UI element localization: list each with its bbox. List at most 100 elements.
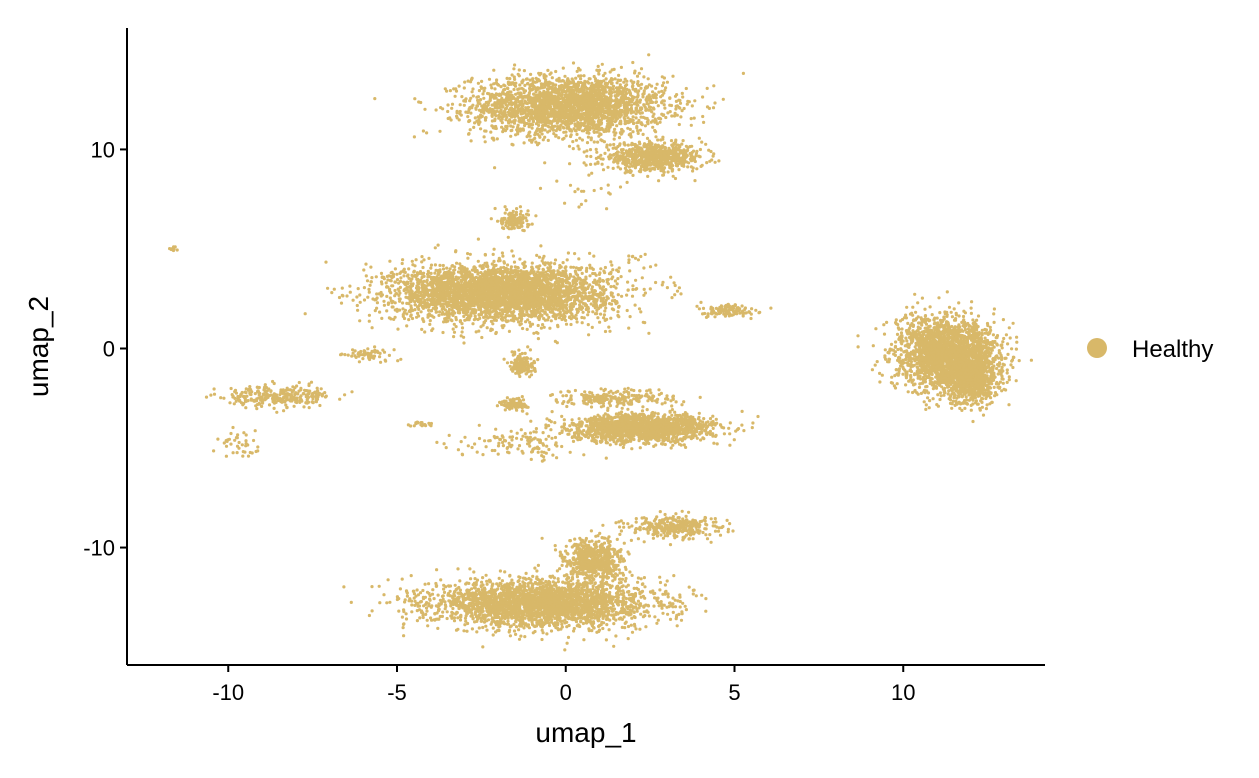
scatter-point [681,139,685,143]
scatter-point [513,115,517,119]
scatter-point [704,142,708,146]
scatter-point [538,90,542,94]
scatter-point [513,63,517,67]
scatter-point [543,81,547,85]
scatter-point [582,74,586,78]
scatter-point [367,319,371,323]
scatter-point [537,98,541,102]
scatter-point [431,327,435,331]
scatter-point [542,89,546,93]
scatter-point [548,326,552,330]
scatter-point [512,67,516,71]
scatter-point [504,113,508,117]
scatter-point [580,129,584,133]
scatter-point [620,157,625,161]
scatter-point [576,84,581,88]
scatter-point [547,80,551,84]
scatter-point [543,263,547,267]
scatter-point [603,265,608,270]
scatter-point [463,98,467,102]
scatter-point [628,170,633,175]
scatter-point [656,104,660,108]
scatter-point [603,96,607,100]
scatter-point [611,87,615,91]
scatter-point [524,101,528,105]
scatter-point [530,126,534,130]
scatter-point [529,72,533,76]
scatter-point [613,146,617,150]
scatter-point [636,129,640,133]
scatter-point [449,118,453,122]
scatter-point [550,107,554,111]
scatter-point [612,130,616,134]
scatter-point [455,116,459,120]
scatter-point [476,95,480,99]
scatter-point [473,116,477,120]
scatter-point [576,144,580,148]
scatter-point [665,80,670,84]
scatter-point [621,129,625,133]
scatter-point [437,313,441,317]
scatter-point [493,126,497,130]
scatter-point [537,95,541,99]
scatter-point [541,113,545,117]
scatter-point [545,101,549,105]
scatter-point [541,123,545,128]
scatter-point [506,86,510,91]
scatter-point [673,155,677,159]
scatter-point [616,277,620,281]
scatter-point [573,110,577,114]
scatter-point [537,123,541,127]
scatter-point [700,140,704,144]
scatter-point [528,95,532,99]
scatter-point [705,105,710,109]
scatter-point [602,313,607,317]
scatter-point [622,80,626,84]
scatter-point [582,116,586,120]
scatter-point [689,123,693,127]
scatter-point [609,285,613,289]
scatter-point [539,326,544,330]
scatter-point [495,78,499,82]
scatter-point [592,74,596,79]
scatter-point [490,114,494,118]
scatter-point [640,152,644,156]
scatter-point [631,115,635,119]
scatter-point [497,100,501,104]
scatter-point [580,138,585,142]
scatter-point [370,276,374,280]
scatter-point [495,137,499,141]
scatter-point [493,166,497,170]
scatter-point [511,125,515,129]
scatter-point [611,99,615,103]
scatter-point [364,262,368,266]
scatter-point [573,83,577,87]
scatter-point [541,256,545,260]
scatter-point [630,141,634,145]
scatter-point [604,81,608,85]
scatter-point [619,108,623,112]
scatter-point [662,76,667,80]
scatter-point [684,86,688,91]
scatter-point [650,100,655,104]
scatter-point [570,105,575,109]
scatter-point [631,130,635,134]
scatter-point [520,112,524,116]
scatter-point [515,114,520,118]
scatter-point [522,117,526,121]
scatter-point [669,139,674,143]
scatter-point [671,74,675,78]
scatter-point [508,120,512,124]
scatter-point [594,90,598,94]
scatter-point [405,324,409,328]
scatter-point [631,159,635,163]
scatter-point [691,169,695,173]
scatter-point [640,156,644,160]
scatter-point [643,124,648,128]
scatter-point [561,116,566,120]
scatter-point [599,96,603,100]
scatter-point [568,95,572,99]
scatter-point [386,301,391,305]
scatter-point [654,119,658,123]
scatter-point [585,80,590,84]
